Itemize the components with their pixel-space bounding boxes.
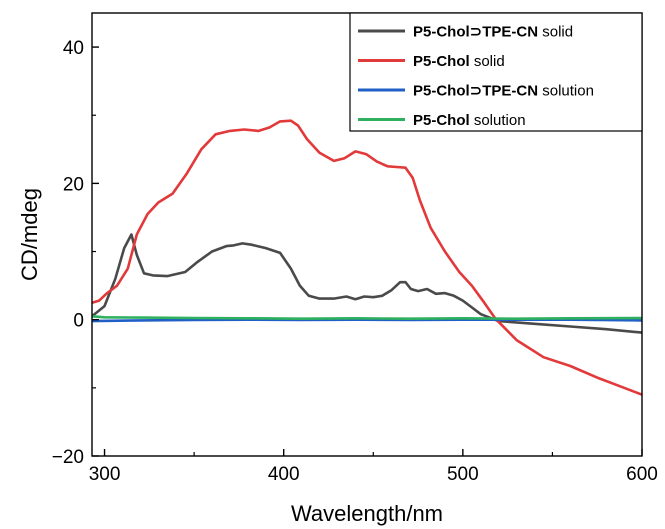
x-tick-label: 500 [447, 464, 479, 485]
series-line-4 [92, 314, 642, 321]
legend-entry: P5-Chol solid [413, 53, 505, 70]
legend-box [349, 12, 643, 132]
axis-ticks [92, 46, 643, 457]
legend-entry: P5-Chol solution [413, 112, 526, 129]
x-tick-label: 600 [626, 464, 658, 485]
series-lines [92, 119, 642, 397]
y-tick-label: 0 [73, 311, 84, 332]
series-line-2 [92, 119, 642, 397]
x-axis-title: Wavelength/nm [291, 501, 443, 526]
series-line-1 [92, 233, 642, 334]
series-line-3 [92, 318, 642, 323]
y-axis-title: CD/mdeg [17, 188, 42, 281]
legend: P5-Chol⊃TPE-CN solid P5-Chol solid P5-Chol… [349, 12, 643, 132]
legend-entry: P5-Chol⊃TPE-CN solid [413, 24, 573, 41]
legend-entry: P5-Chol⊃TPE-CN solution [413, 83, 594, 100]
y-tick-label: 20 [63, 174, 84, 195]
y-tick-label: 40 [63, 38, 84, 59]
x-tick-label: 300 [89, 464, 121, 485]
x-tick-label: 400 [268, 464, 300, 485]
tick-labels: 300 400 500 600 −20 0 20 40 [52, 38, 658, 485]
y-tick-label: −20 [52, 447, 84, 468]
